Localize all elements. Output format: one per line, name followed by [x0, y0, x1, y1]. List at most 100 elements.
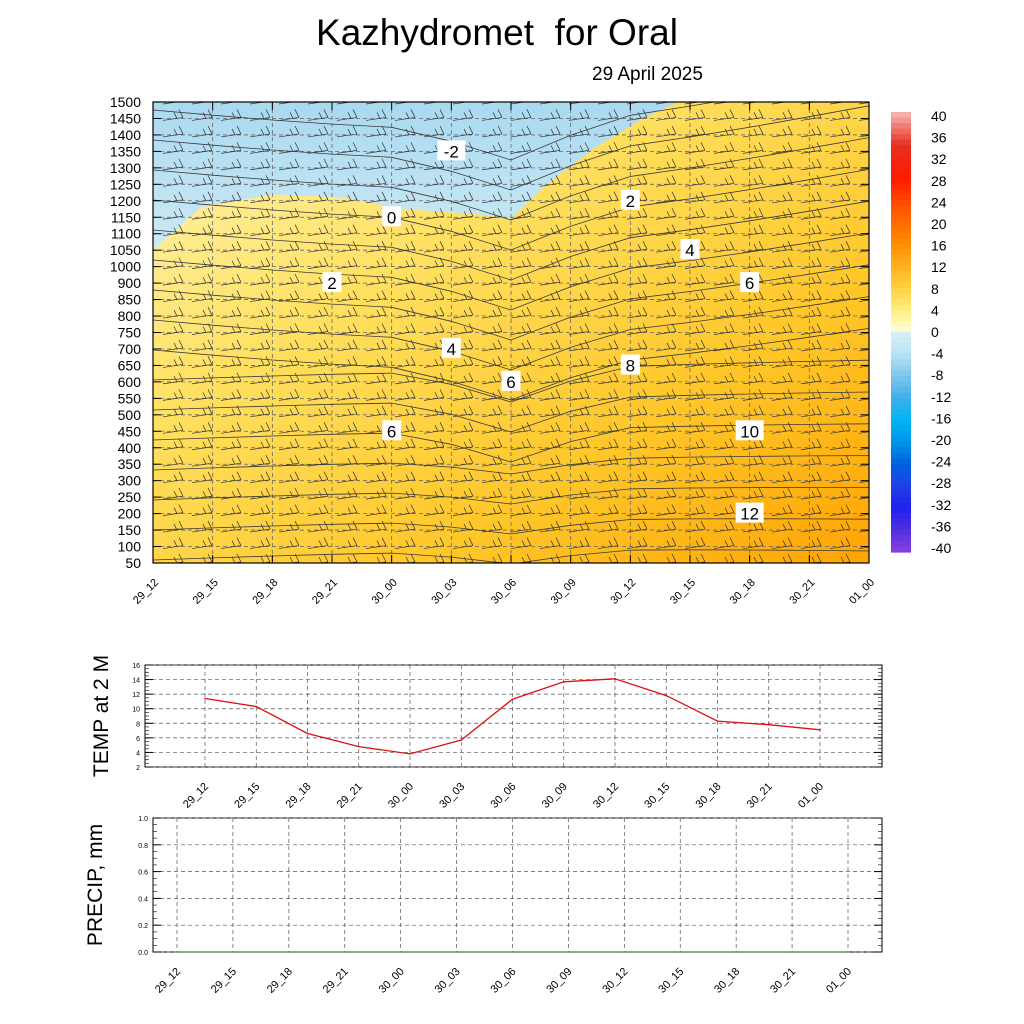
- wind-barb: [858, 464, 869, 467]
- x-tick-label: 30_18: [712, 966, 742, 996]
- y-tick-label: 4: [136, 750, 140, 757]
- wind-barb: [568, 109, 590, 121]
- wind-barb: [858, 283, 869, 286]
- y-tick-label: 12: [132, 692, 140, 699]
- wind-barb: [626, 520, 648, 533]
- data-point: [511, 698, 514, 701]
- wind-barb: [278, 142, 300, 154]
- wind-barb: [684, 405, 706, 418]
- wind-barb: [858, 217, 869, 220]
- colorbar-segment: [891, 189, 911, 196]
- wind-barb: [829, 520, 851, 533]
- wind-barb: [365, 142, 387, 154]
- colorbar-segment: [891, 348, 911, 355]
- data-point: [455, 951, 458, 953]
- wind-barb: [539, 142, 561, 154]
- y-tick-label: 800: [118, 308, 142, 324]
- wind-barb: [742, 290, 764, 302]
- wind-barb: [394, 504, 416, 516]
- colorbar-segment: [891, 216, 911, 223]
- wind-barb: [626, 504, 648, 516]
- wind-barb: [539, 455, 561, 467]
- wind-barb: [307, 339, 329, 352]
- y-tick-label: 100: [118, 539, 142, 555]
- colorbar-segment: [891, 233, 911, 240]
- wind-barb: [568, 158, 590, 171]
- wind-barb: [452, 224, 474, 237]
- colorbar-segment: [891, 161, 911, 168]
- wind-barb: [365, 389, 387, 401]
- wind-barb: [394, 389, 416, 401]
- wind-barb: [713, 224, 735, 237]
- wind-barb: [742, 208, 764, 220]
- wind-barb: [481, 142, 503, 154]
- y-tick-label: 1350: [110, 143, 141, 159]
- wind-barb: [800, 487, 822, 500]
- colorbar-segment: [891, 486, 911, 493]
- wind-barb: [829, 273, 851, 286]
- wind-barb: [858, 513, 869, 516]
- wind-barb: [800, 471, 822, 484]
- y-tick-label: 1400: [110, 127, 141, 143]
- wind-barb: [568, 405, 590, 418]
- wind-barb: [452, 537, 474, 549]
- colorbar-label: 32: [931, 151, 947, 167]
- wind-barb: [539, 273, 561, 286]
- wind-barb: [220, 438, 242, 451]
- wind-barb: [829, 405, 851, 418]
- wind-barb: [278, 487, 300, 500]
- colorbar-segment: [891, 431, 911, 438]
- colorbar-segment: [891, 145, 911, 152]
- colorbar-segment: [891, 513, 911, 520]
- contour-label: 10: [740, 422, 759, 441]
- wind-barb: [452, 273, 474, 286]
- wind-barb: [278, 471, 300, 484]
- wind-barb: [278, 208, 300, 220]
- wind-barb: [597, 208, 619, 220]
- wind-barb: [713, 208, 735, 220]
- wind-barb: [829, 241, 851, 253]
- wind-barb: [365, 241, 387, 253]
- contour-label: 8: [626, 356, 635, 375]
- wind-barb: [713, 191, 735, 204]
- wind-barb: [336, 290, 358, 302]
- wind-barb: [655, 306, 677, 319]
- wind-barb: [539, 537, 561, 549]
- wind-barb: [220, 422, 242, 434]
- wind-barb: [858, 118, 869, 121]
- wind-barb: [858, 497, 869, 500]
- wind-barb: [800, 125, 822, 138]
- wind-barb: [481, 520, 503, 533]
- wind-barb: [771, 191, 793, 204]
- wind-barb: [307, 125, 329, 138]
- colorbar-segment: [891, 381, 911, 388]
- wind-barb: [452, 109, 474, 121]
- x-tick-label: 29_21: [310, 577, 340, 607]
- data-point: [819, 729, 821, 731]
- wind-barb: [249, 339, 271, 352]
- data-point: [735, 951, 737, 953]
- wind-barb: [829, 455, 851, 467]
- wind-barb: [452, 306, 474, 319]
- wind-barb: [191, 306, 213, 319]
- wind-barb: [220, 109, 242, 121]
- wind-barb: [568, 273, 590, 286]
- wind-barb: [278, 537, 300, 549]
- x-tick-label: 30_12: [600, 966, 630, 996]
- y-tick-label: 350: [118, 456, 142, 472]
- forecast-date: 29 April 2025: [592, 64, 703, 85]
- wind-barb: [829, 224, 851, 237]
- wind-barb: [365, 339, 387, 352]
- wind-barb: [771, 520, 793, 533]
- wind-barb: [278, 372, 300, 385]
- wind-barb: [423, 537, 445, 549]
- wind-barb: [684, 125, 706, 138]
- wind-barb: [394, 520, 416, 533]
- contour-label: 0: [387, 208, 396, 227]
- y-tick-label: 200: [118, 506, 142, 522]
- y-tick-label: 1200: [110, 193, 141, 209]
- colorbar-segment: [891, 359, 911, 366]
- x-tick-label: 29_21: [335, 781, 365, 811]
- wind-barb: [162, 224, 184, 237]
- colorbar-segment: [891, 238, 911, 245]
